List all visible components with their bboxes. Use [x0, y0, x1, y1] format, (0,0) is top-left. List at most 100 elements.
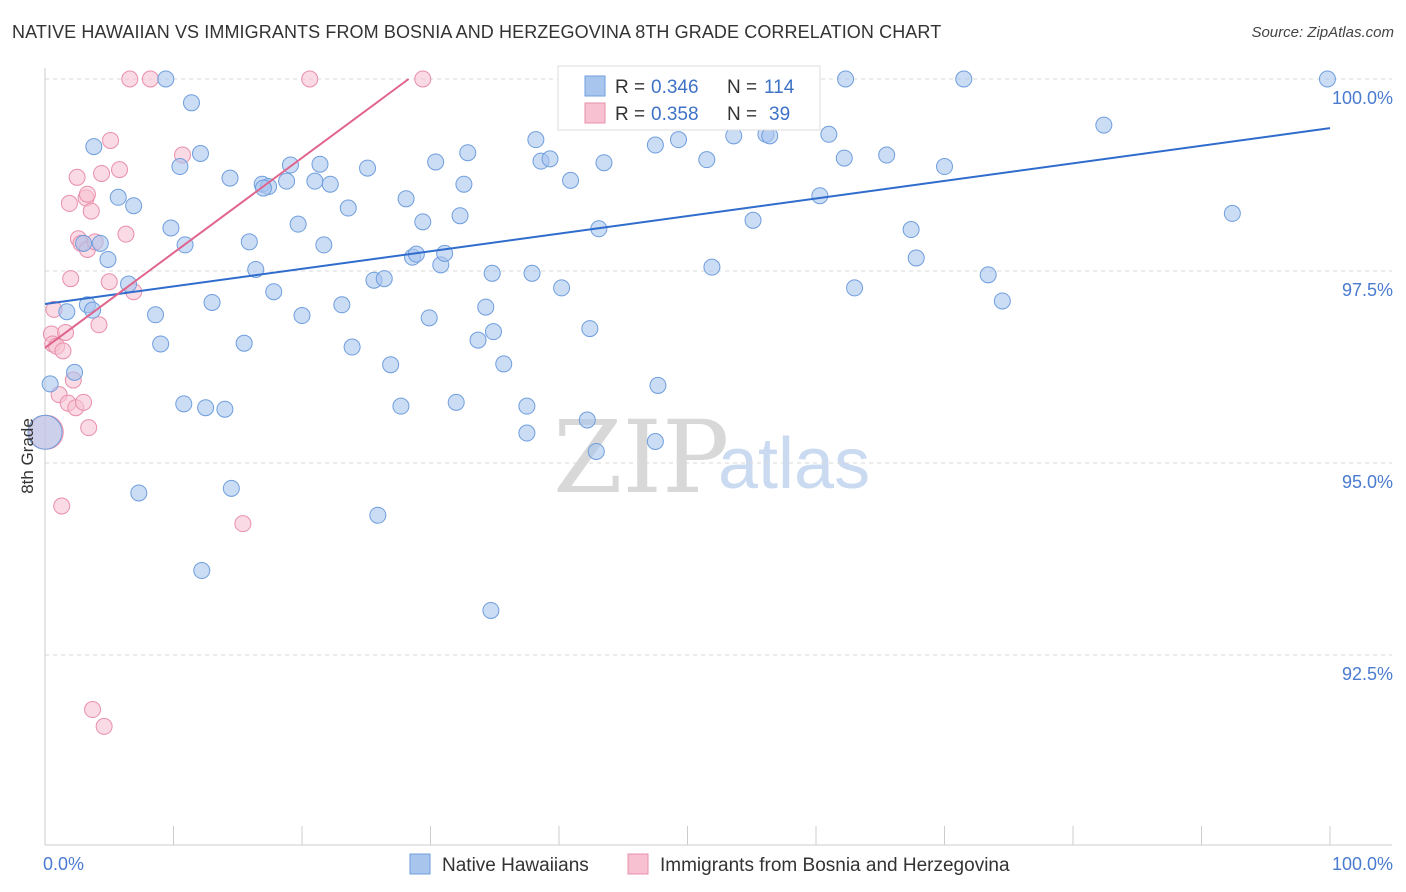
- native-hawaiian-point: [469, 331, 487, 349]
- native-hawaiian-point: [315, 236, 333, 254]
- x-tick-label-right: 100.0%: [1332, 854, 1393, 874]
- native-hawaiian-point: [369, 506, 387, 524]
- native-hawaiian-point: [339, 199, 357, 217]
- native-hawaiian-point: [1095, 116, 1113, 134]
- native-hawaiian-point: [193, 562, 211, 580]
- legend-n-value-pink: 39: [769, 104, 790, 125]
- native-hawaiian-point: [397, 190, 415, 208]
- legend-swatch-blue: [584, 75, 606, 97]
- native-hawaiian-point: [703, 258, 721, 276]
- bosnia-point: [68, 168, 86, 186]
- bottom-legend-swatch-blue: [409, 853, 431, 875]
- native-hawaiian-point: [221, 169, 239, 187]
- native-hawaiian-point: [595, 154, 613, 172]
- native-hawaiian-point: [27, 414, 63, 450]
- native-hawaiian-point: [293, 307, 311, 325]
- native-hawaiian-point: [518, 424, 536, 442]
- legend-swatch-pink: [584, 102, 606, 124]
- bosnia-point: [234, 515, 252, 533]
- native-hawaiian-point: [646, 136, 664, 154]
- trend-line-native-hawaiians: [44, 127, 1331, 306]
- legend-n-value-blue: 114: [764, 77, 795, 98]
- native-hawaiian-point: [477, 298, 495, 316]
- legend-n-label-blue: N =: [727, 77, 757, 98]
- native-hawaiian-point: [392, 397, 410, 415]
- native-hawaiian-point: [216, 400, 234, 418]
- native-hawaiian-point: [936, 158, 953, 176]
- bosnia-point: [111, 161, 129, 179]
- native-hawaiian-point: [578, 411, 596, 429]
- native-hawaiian-point: [1223, 204, 1241, 222]
- y-tick-label-2: 95.0%: [1342, 472, 1393, 492]
- bosnia-point: [78, 185, 96, 203]
- native-hawaiian-point: [587, 442, 605, 460]
- native-hawaiian-point: [744, 211, 762, 229]
- bosnia-point: [95, 717, 113, 735]
- bosnia-point: [100, 273, 118, 291]
- native-hawaiian-point: [162, 219, 180, 237]
- native-hawaiian-point: [306, 172, 324, 190]
- bosnia-point: [121, 70, 139, 88]
- native-hawaiian-point: [527, 131, 545, 149]
- native-hawaiian-point: [147, 306, 165, 324]
- native-hawaiian-point: [495, 355, 513, 373]
- native-hawaiian-point: [698, 151, 716, 169]
- native-hawaiian-point: [420, 309, 438, 327]
- bosnia-point: [301, 70, 319, 88]
- bottom-legend-label-blue: Native Hawaiians: [442, 855, 589, 876]
- native-hawaiian-point: [157, 70, 175, 88]
- native-hawaiian-point: [152, 335, 170, 353]
- native-hawaiian-point: [247, 260, 265, 278]
- y-axis-title: 8th Grade: [18, 418, 37, 494]
- y-tick-labels: 100.0% 97.5% 95.0% 92.5%: [1332, 88, 1393, 684]
- native-hawaiian-point: [333, 296, 351, 314]
- watermark-zip: ZIP: [553, 399, 729, 516]
- native-hawaiian-point: [649, 376, 667, 394]
- bottom-legend: Native Hawaiians Immigrants from Bosnia …: [409, 853, 1010, 876]
- native-hawaiian-point: [835, 149, 853, 167]
- bosnia-point: [80, 419, 98, 437]
- chart-title: NATIVE HAWAIIAN VS IMMIGRANTS FROM BOSNI…: [12, 22, 942, 42]
- native-hawaiian-point: [907, 249, 925, 267]
- watermark: ZIP atlas: [553, 399, 870, 516]
- native-hawaiian-point: [175, 395, 193, 413]
- series-native-hawaiians-points: [27, 70, 1336, 619]
- bosnia-point: [54, 342, 72, 360]
- legend-r-value-blue: 0.346: [651, 77, 699, 98]
- y-tick-label-3: 92.5%: [1342, 664, 1393, 684]
- native-hawaiian-point: [197, 399, 215, 417]
- native-hawaiian-point: [66, 363, 84, 381]
- native-hawaiian-point: [58, 303, 76, 321]
- watermark-atlas: atlas: [718, 424, 870, 504]
- native-hawaiian-point: [203, 293, 221, 311]
- native-hawaiian-point: [240, 233, 258, 251]
- trend-line-bosnia: [44, 78, 410, 349]
- native-hawaiian-point: [670, 131, 688, 149]
- bosnia-point: [60, 194, 78, 212]
- native-hawaiian-point: [109, 188, 127, 206]
- native-hawaiian-point: [182, 94, 200, 112]
- bosnia-point: [117, 225, 135, 243]
- bottom-legend-label-pink: Immigrants from Bosnia and Herzegovina: [660, 855, 1010, 876]
- y-tick-label-1: 97.5%: [1342, 280, 1393, 300]
- bosnia-point: [84, 701, 102, 719]
- native-hawaiian-point: [646, 432, 664, 450]
- native-hawaiian-point: [1318, 70, 1336, 88]
- y-tick-label-0: 100.0%: [1332, 88, 1393, 108]
- axes: [44, 68, 1392, 846]
- native-hawaiian-point: [541, 150, 559, 168]
- native-hawaiian-point: [343, 338, 361, 356]
- native-hawaiian-point: [171, 158, 189, 176]
- native-hawaiian-point: [846, 279, 864, 297]
- native-hawaiian-point: [191, 144, 209, 162]
- legend-n-label-pink: N =: [727, 104, 757, 125]
- bosnia-point: [62, 270, 80, 288]
- native-hawaiian-point: [811, 187, 829, 205]
- native-hawaiian-point: [484, 323, 502, 341]
- legend-r-label-pink: R =: [615, 104, 645, 125]
- x-tick-label-left: 0.0%: [43, 854, 84, 874]
- bosnia-point: [93, 164, 111, 182]
- native-hawaiian-point: [130, 484, 148, 502]
- native-hawaiian-point: [414, 213, 432, 231]
